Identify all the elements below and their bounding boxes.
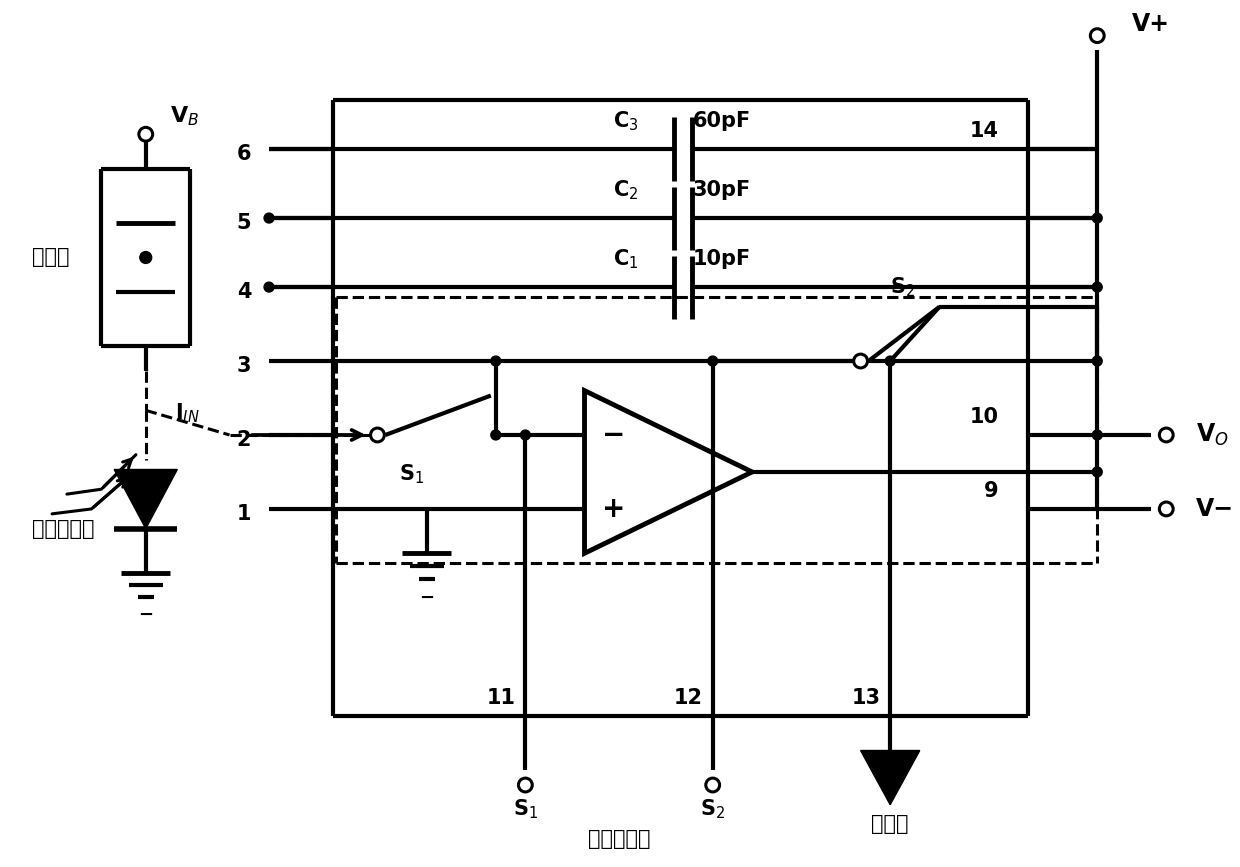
Text: 10: 10 xyxy=(970,407,998,427)
Circle shape xyxy=(140,251,151,264)
Text: S$_2$: S$_2$ xyxy=(890,276,915,299)
Text: 1: 1 xyxy=(237,504,252,524)
Circle shape xyxy=(1092,430,1102,440)
Circle shape xyxy=(491,356,501,366)
Circle shape xyxy=(708,356,718,366)
Polygon shape xyxy=(114,470,177,529)
Text: 低电平关闭: 低电平关闭 xyxy=(588,829,650,850)
Circle shape xyxy=(1092,356,1102,366)
Text: I$_{IN}$: I$_{IN}$ xyxy=(175,401,200,425)
Text: 13: 13 xyxy=(852,688,880,708)
Text: S$_2$: S$_2$ xyxy=(701,798,725,821)
Text: C$_1$: C$_1$ xyxy=(614,248,639,271)
Circle shape xyxy=(1090,29,1104,42)
Text: +: + xyxy=(603,495,626,523)
Text: 12: 12 xyxy=(673,688,703,708)
Circle shape xyxy=(1092,213,1102,223)
Circle shape xyxy=(139,127,153,141)
Text: 6: 6 xyxy=(237,144,252,164)
Text: 光电二极管: 光电二极管 xyxy=(32,518,94,538)
Text: −: − xyxy=(419,589,434,607)
Text: 5: 5 xyxy=(237,213,252,233)
Text: 2: 2 xyxy=(237,430,252,450)
Text: 数字地: 数字地 xyxy=(872,814,909,834)
Circle shape xyxy=(1092,282,1102,292)
Text: V−: V− xyxy=(1195,497,1234,521)
Text: S$_1$: S$_1$ xyxy=(513,798,538,821)
Circle shape xyxy=(885,356,895,366)
Circle shape xyxy=(491,430,501,440)
Circle shape xyxy=(706,778,719,792)
Circle shape xyxy=(371,428,384,442)
Circle shape xyxy=(1092,467,1102,477)
Text: −: − xyxy=(138,605,154,623)
Text: 60pF: 60pF xyxy=(693,112,751,132)
Text: 10pF: 10pF xyxy=(693,250,751,270)
Text: 4: 4 xyxy=(237,282,252,302)
Text: 3: 3 xyxy=(237,356,252,376)
Text: V$_O$: V$_O$ xyxy=(1195,422,1229,448)
Text: C$_2$: C$_2$ xyxy=(614,179,639,202)
Text: 电离室: 电离室 xyxy=(32,247,69,268)
Circle shape xyxy=(264,213,274,223)
Text: 9: 9 xyxy=(985,481,998,501)
Text: S$_1$: S$_1$ xyxy=(399,463,424,486)
Circle shape xyxy=(518,778,532,792)
Circle shape xyxy=(853,354,868,368)
Text: V$_B$: V$_B$ xyxy=(170,105,200,128)
Circle shape xyxy=(1159,428,1173,442)
Text: 30pF: 30pF xyxy=(693,180,751,200)
Polygon shape xyxy=(861,751,920,805)
Circle shape xyxy=(1159,502,1173,516)
Circle shape xyxy=(521,430,531,440)
Text: 14: 14 xyxy=(970,121,998,141)
Circle shape xyxy=(264,282,274,292)
Text: C$_3$: C$_3$ xyxy=(614,109,639,134)
Text: 11: 11 xyxy=(486,688,516,708)
Text: −: − xyxy=(603,421,626,449)
Text: V+: V+ xyxy=(1132,12,1169,36)
